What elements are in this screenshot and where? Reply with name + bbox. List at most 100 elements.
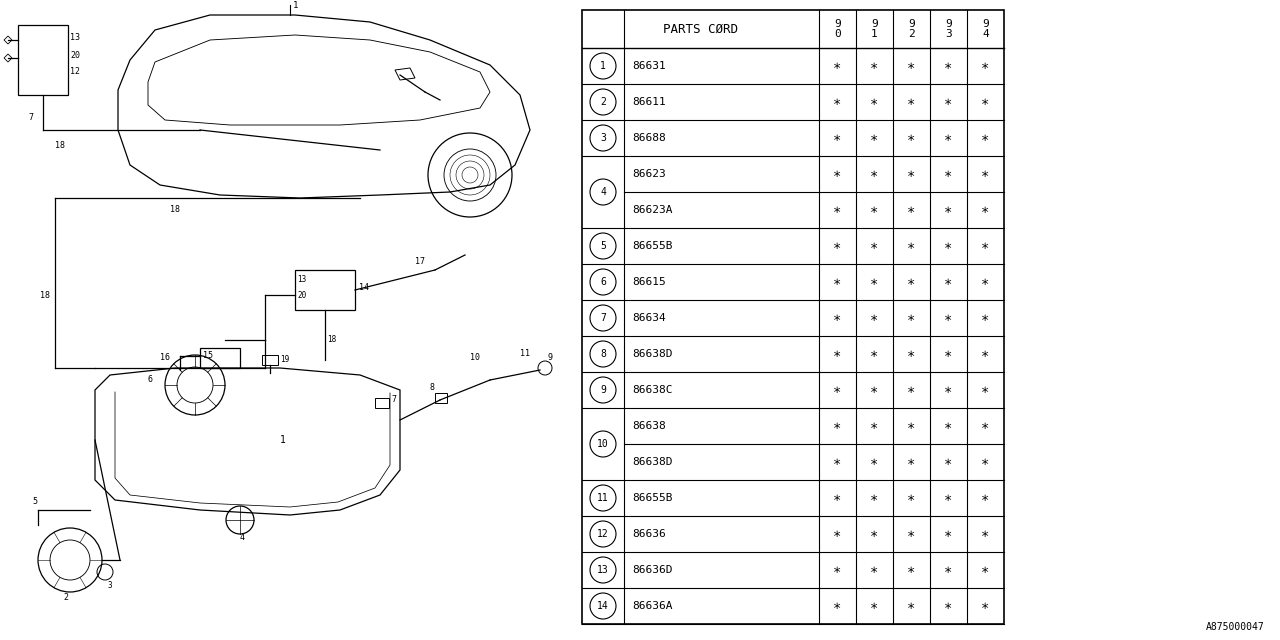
Text: 7: 7 — [28, 113, 33, 122]
Text: ∗: ∗ — [870, 563, 878, 577]
Text: 20: 20 — [297, 291, 306, 300]
Circle shape — [590, 125, 616, 151]
Text: ∗: ∗ — [945, 347, 952, 361]
Text: ∗: ∗ — [945, 311, 952, 325]
Bar — [18, 25, 68, 95]
Text: 17: 17 — [415, 257, 425, 266]
Text: ∗: ∗ — [945, 95, 952, 109]
Text: ∗: ∗ — [870, 455, 878, 469]
Text: 9: 9 — [600, 385, 605, 395]
Text: ∗: ∗ — [908, 455, 915, 469]
Text: 13: 13 — [70, 33, 79, 42]
Text: 86688: 86688 — [632, 133, 666, 143]
Text: ∗: ∗ — [908, 167, 915, 181]
Text: ∗: ∗ — [945, 203, 952, 217]
Text: ∗: ∗ — [982, 131, 989, 145]
Text: 86638: 86638 — [632, 421, 666, 431]
Text: 18: 18 — [170, 205, 180, 214]
Text: ∗: ∗ — [908, 419, 915, 433]
Text: 14: 14 — [358, 282, 369, 291]
Circle shape — [590, 521, 616, 547]
Text: 9: 9 — [548, 353, 553, 362]
Text: ∗: ∗ — [833, 131, 842, 145]
Text: 9
2: 9 2 — [908, 19, 915, 40]
Text: ∗: ∗ — [908, 95, 915, 109]
Text: ∗: ∗ — [870, 131, 878, 145]
Text: ∗: ∗ — [833, 95, 842, 109]
Text: ∗: ∗ — [833, 275, 842, 289]
Text: 6: 6 — [600, 277, 605, 287]
Circle shape — [590, 377, 616, 403]
Text: ∗: ∗ — [833, 455, 842, 469]
Text: ∗: ∗ — [945, 59, 952, 73]
Bar — [435, 393, 447, 403]
Text: 15: 15 — [204, 351, 212, 360]
Text: 9
1: 9 1 — [872, 19, 878, 40]
Circle shape — [590, 431, 616, 457]
Text: 86636D: 86636D — [632, 565, 672, 575]
Text: ∗: ∗ — [982, 95, 989, 109]
Text: 18: 18 — [55, 141, 65, 150]
Text: 1: 1 — [293, 1, 298, 10]
Text: 20: 20 — [70, 51, 79, 61]
Text: ∗: ∗ — [908, 383, 915, 397]
Circle shape — [590, 305, 616, 331]
Text: ∗: ∗ — [982, 167, 989, 181]
Text: 10: 10 — [598, 439, 609, 449]
Text: ∗: ∗ — [945, 275, 952, 289]
Text: ∗: ∗ — [870, 167, 878, 181]
Bar — [262, 355, 278, 365]
Text: 1: 1 — [600, 61, 605, 71]
Text: 86611: 86611 — [632, 97, 666, 107]
Bar — [582, 10, 1004, 624]
Text: ∗: ∗ — [908, 311, 915, 325]
Text: 10: 10 — [470, 353, 480, 362]
Text: 86636A: 86636A — [632, 601, 672, 611]
Text: ∗: ∗ — [945, 131, 952, 145]
Text: ∗: ∗ — [870, 59, 878, 73]
Text: 86636: 86636 — [632, 529, 666, 539]
Text: A875000047: A875000047 — [1206, 622, 1265, 632]
Text: 8: 8 — [600, 349, 605, 359]
Circle shape — [590, 341, 616, 367]
Text: ∗: ∗ — [945, 419, 952, 433]
Text: ∗: ∗ — [908, 131, 915, 145]
Text: ∗: ∗ — [908, 599, 915, 613]
Text: ∗: ∗ — [982, 239, 989, 253]
Text: ∗: ∗ — [870, 95, 878, 109]
Text: 86623: 86623 — [632, 169, 666, 179]
Text: 11: 11 — [520, 349, 530, 358]
Circle shape — [590, 593, 616, 619]
Circle shape — [590, 89, 616, 115]
Text: ∗: ∗ — [982, 491, 989, 505]
Text: ∗: ∗ — [833, 527, 842, 541]
Text: 9
0: 9 0 — [835, 19, 841, 40]
Text: ∗: ∗ — [982, 527, 989, 541]
Bar — [375, 398, 389, 408]
Text: ∗: ∗ — [945, 527, 952, 541]
Text: 6: 6 — [148, 376, 154, 385]
Circle shape — [590, 269, 616, 295]
Text: ∗: ∗ — [870, 527, 878, 541]
Bar — [200, 348, 241, 368]
Text: 86634: 86634 — [632, 313, 666, 323]
Text: ∗: ∗ — [982, 419, 989, 433]
Text: 4: 4 — [239, 534, 244, 543]
Text: 12: 12 — [70, 67, 79, 77]
Text: ∗: ∗ — [908, 59, 915, 73]
Text: PARTS CØRD: PARTS CØRD — [663, 22, 739, 35]
Text: ∗: ∗ — [945, 455, 952, 469]
Text: ∗: ∗ — [982, 563, 989, 577]
Text: ∗: ∗ — [982, 203, 989, 217]
Text: ∗: ∗ — [945, 239, 952, 253]
Text: 86655B: 86655B — [632, 241, 672, 251]
Text: ∗: ∗ — [870, 419, 878, 433]
Text: 86623A: 86623A — [632, 205, 672, 215]
Text: 8: 8 — [430, 383, 435, 392]
Text: ∗: ∗ — [833, 383, 842, 397]
Text: 5: 5 — [32, 497, 37, 506]
Text: ∗: ∗ — [833, 419, 842, 433]
Text: 9
4: 9 4 — [982, 19, 989, 40]
Text: ∗: ∗ — [945, 563, 952, 577]
Circle shape — [590, 485, 616, 511]
